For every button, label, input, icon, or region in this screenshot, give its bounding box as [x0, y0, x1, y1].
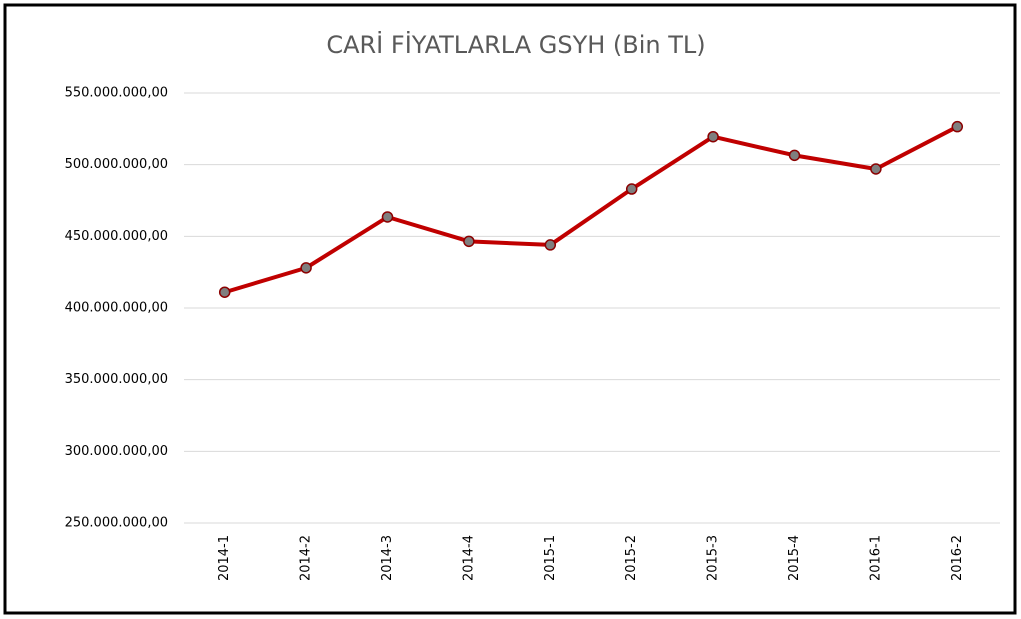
- data-point: [870, 163, 882, 175]
- data-point: [381, 211, 394, 223]
- data-point: [625, 183, 638, 195]
- y-tick-label: 500.000.000,00: [65, 157, 168, 172]
- x-tick-label: 2016-2: [950, 535, 965, 581]
- x-tick-label: 2014-4: [461, 535, 476, 581]
- data-point: [707, 130, 719, 143]
- chart-title: CARİ FİYATLARLA GSYH (Bin TL): [326, 30, 705, 59]
- x-tick-label: 2014-3: [380, 535, 395, 581]
- y-tick-label: 550.000.000,00: [65, 86, 168, 101]
- x-tick-label: 2016-1: [868, 535, 883, 581]
- data-point: [788, 149, 801, 162]
- chart-border: [3, 3, 1017, 615]
- x-tick-label: 2015-4: [787, 535, 802, 581]
- y-tick-label: 300.000.000,00: [65, 444, 168, 459]
- x-tick-label: 2015-1: [543, 535, 558, 581]
- x-tick-label: 2015-3: [706, 535, 721, 581]
- y-tick-label: 450.000.000,00: [65, 229, 168, 244]
- data-point: [300, 262, 312, 274]
- y-tick-label: 350.000.000,00: [65, 372, 168, 387]
- data-point: [544, 239, 557, 251]
- x-tick-label: 2015-2: [624, 535, 639, 581]
- data-point: [218, 286, 231, 298]
- x-tick-label: 2014-1: [217, 535, 232, 581]
- y-tick-label: 400.000.000,00: [65, 301, 168, 316]
- y-tick-label: 250.000.000,00: [65, 516, 168, 531]
- data-point: [463, 235, 475, 248]
- data-line: [224, 124, 959, 295]
- x-tick-label: 2014-2: [299, 535, 314, 581]
- data-point: [951, 120, 964, 133]
